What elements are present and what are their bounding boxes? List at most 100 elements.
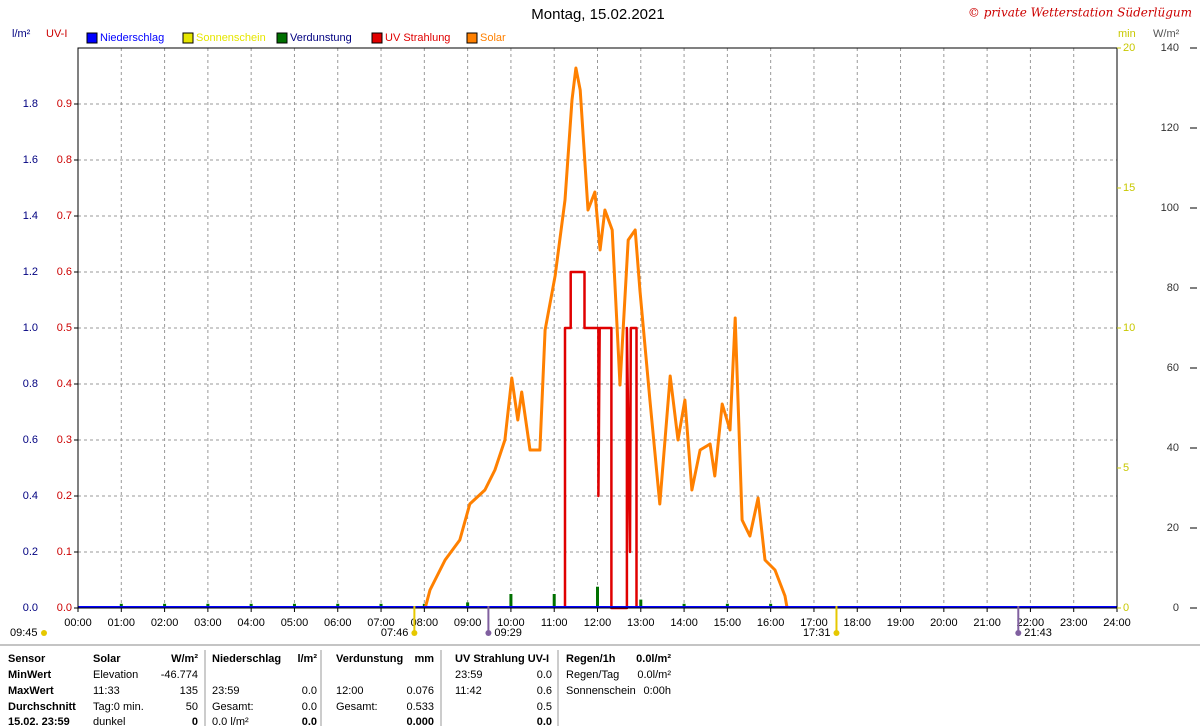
y-tick-label: 1.2 — [23, 266, 38, 278]
uv-tick-label: 0.3 — [57, 434, 72, 446]
y-tick-label: 0.4 — [23, 490, 38, 502]
cell: 0.5 — [537, 701, 552, 713]
cell: 0.0 — [302, 701, 317, 713]
x-tick-label: 00:00 — [64, 617, 92, 629]
uv-axis-unit: UV-I — [46, 28, 67, 40]
evaporation-bar — [552, 594, 556, 608]
y-tick-label: 0.2 — [23, 546, 38, 558]
y2-tick-label: 40 — [1167, 442, 1179, 454]
evaporation-bar — [206, 603, 210, 608]
cell: l/m² — [297, 653, 317, 665]
x-tick-label: 21:00 — [973, 617, 1001, 629]
cell: Tag:0 min. — [93, 701, 144, 713]
annotation-dot — [1015, 630, 1022, 636]
cell: 0.0l/m² — [636, 653, 671, 665]
y2-tick-label: 100 — [1161, 202, 1179, 214]
cell: 135 — [180, 685, 198, 697]
legend-swatch — [466, 32, 478, 44]
uv-line — [563, 270, 638, 610]
cell: 0.0l/m² — [637, 669, 671, 681]
cell: 0.0 — [537, 669, 552, 681]
y-tick-label: 1.6 — [23, 154, 38, 166]
min-tick-label: 15 — [1123, 182, 1135, 194]
annotation-marker — [41, 630, 47, 636]
cell: Elevation — [93, 669, 138, 681]
evaporation-bar — [725, 603, 729, 608]
uv-tick-label: 0.1 — [57, 546, 72, 558]
x-tick-label: 20:00 — [930, 617, 958, 629]
grid — [78, 48, 1117, 608]
cell: 0.6 — [537, 685, 552, 697]
cell: 0.0 — [537, 716, 552, 726]
y-tick-label: 1.8 — [23, 98, 38, 110]
legend-label: Sonnenschein — [196, 32, 266, 44]
legend-swatch — [276, 32, 288, 44]
min-tick-label: 20 — [1123, 42, 1135, 54]
uv-tick-label: 0.8 — [57, 154, 72, 166]
cell: Regen/Tag — [566, 669, 619, 681]
annotation: 21:43 — [1024, 627, 1052, 639]
y2-tick-label: 0 — [1173, 602, 1179, 614]
evaporation-bar — [466, 602, 470, 608]
cell: 0:00h — [643, 685, 671, 697]
x-tick-label: 18:00 — [843, 617, 871, 629]
solar-line — [423, 66, 789, 609]
x-tick-label: 04:00 — [237, 617, 265, 629]
copyright: © private Wetterstation Süderlügum — [968, 6, 1192, 20]
y2-axis-unit: W/m² — [1153, 28, 1180, 40]
evaporation-bar — [292, 603, 296, 608]
cell: 12:00 — [336, 685, 364, 697]
uv-tick-label: 0.2 — [57, 490, 72, 502]
y-axis-unit: l/m² — [12, 28, 31, 40]
min-tick-label: 0 — [1123, 602, 1129, 614]
y-tick-label: 0.0 — [23, 602, 38, 614]
cell: W/m² — [171, 653, 198, 665]
x-tick-label: 23:00 — [1060, 617, 1088, 629]
row-label: MinWert — [8, 669, 52, 681]
cell: Gesamt: — [212, 701, 254, 713]
cell: 23:59 — [455, 669, 483, 681]
annotation: 09:45 — [10, 627, 38, 639]
min-tick-label: 5 — [1123, 462, 1129, 474]
evaporation-bar — [769, 603, 773, 608]
row-label: 15.02. 23:59 — [8, 716, 70, 726]
marks — [119, 66, 789, 610]
cell: Regen/1h — [566, 653, 616, 665]
x-tick-label: 11:00 — [541, 617, 568, 629]
row-label: Sensor — [8, 653, 46, 665]
row-label: Durchschnitt — [8, 701, 76, 713]
evaporation-bar — [379, 603, 383, 608]
uv-tick-label: 0.6 — [57, 266, 72, 278]
cell: 0.0 — [302, 716, 317, 726]
x-tick-label: 13:00 — [627, 617, 655, 629]
cell: 0.533 — [406, 701, 434, 713]
evaporation-bar — [336, 603, 340, 608]
evaporation-bar — [639, 599, 643, 608]
row-label: MaxWert — [8, 685, 54, 697]
annotation: 07:46 — [381, 627, 409, 639]
uv-tick-label: 0.9 — [57, 98, 72, 110]
cell: 0 — [192, 716, 198, 726]
legend-swatch — [371, 32, 383, 44]
annotation: 17:31 — [803, 627, 831, 639]
x-tick-label: 12:00 — [584, 617, 612, 629]
cell: 11:33 — [93, 685, 120, 697]
x-tick-label: 24:00 — [1103, 617, 1131, 629]
annotation-dot — [411, 630, 418, 636]
cell: 50 — [186, 701, 198, 713]
y-tick-label: 1.0 — [23, 322, 38, 334]
stats-table: Sensor Solar W/m² Niederschlag l/m² Verdunstu… — [8, 650, 671, 726]
y2-tick-label: 120 — [1161, 122, 1179, 134]
cell: 23:59 — [212, 685, 240, 697]
evaporation-bar — [119, 603, 123, 608]
evaporation-bar — [596, 586, 599, 608]
cell: 0.076 — [406, 685, 434, 697]
annotation-dot — [485, 630, 492, 636]
annotation-dot — [833, 630, 840, 636]
legend-swatch — [182, 32, 194, 44]
x-tick-label: 15:00 — [714, 617, 742, 629]
cell: Verdunstung — [336, 653, 403, 665]
x-tick-label: 02:00 — [151, 617, 179, 629]
legend-label: Verdunstung — [290, 32, 352, 44]
